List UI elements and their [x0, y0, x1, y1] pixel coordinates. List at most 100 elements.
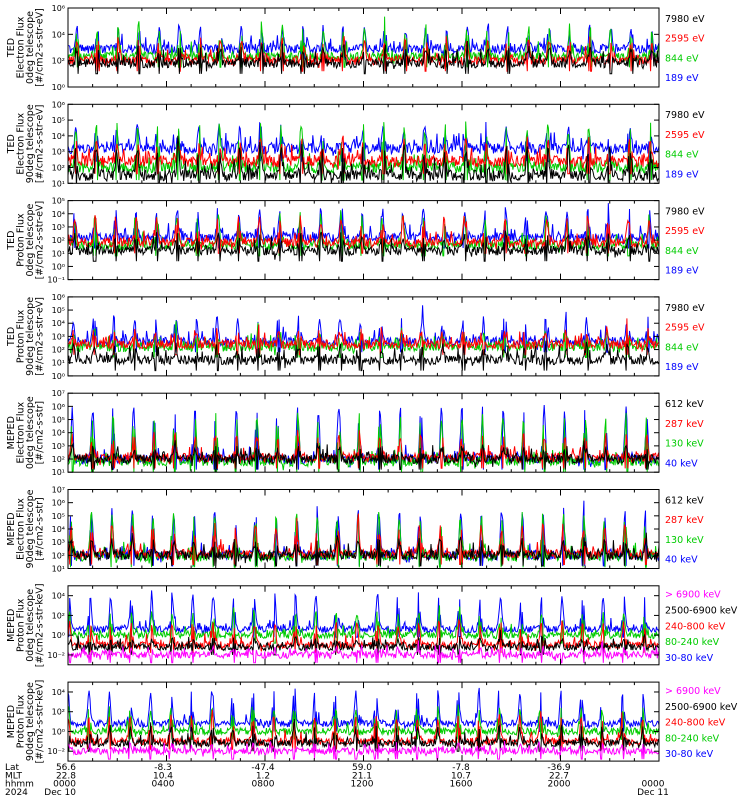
y-tick-label: 10⁶	[52, 4, 65, 13]
y-axis-label-line: TED	[6, 231, 17, 251]
series-line--6900-kev	[68, 740, 659, 760]
panel-3-data	[68, 203, 659, 262]
y-tick-label: 10³	[52, 223, 65, 232]
y-tick-label: 10⁴	[52, 30, 65, 39]
footer-value: 0000	[642, 780, 665, 790]
footer-value: -47.4	[251, 763, 275, 773]
chart-panel-5: 10¹ 10² 10³ 10⁴ 10⁵ 10⁶ 10⁷ MEPEDElectron Flux0…	[6, 389, 704, 477]
panel-4-data	[68, 305, 659, 372]
y-axis-label-line: [#/cm2-s-str]	[35, 497, 46, 560]
y-tick-label: 10⁶	[52, 499, 65, 508]
y-axis-label: MEPEDElectron Flux90deg telescope[#/cm2-…	[6, 489, 46, 568]
footer-value: 1600	[450, 780, 473, 790]
footer-value: 22.7	[549, 771, 569, 781]
footer-value: Dec 11	[637, 788, 669, 798]
y-tick-label: 10²	[52, 164, 65, 173]
legend-entry: 287 keV	[665, 419, 704, 430]
legend-entry: 287 keV	[665, 515, 704, 526]
footer-value: 59.0	[352, 763, 372, 773]
y-tick-label: 10⁴	[52, 319, 65, 328]
y-axis-label-line: [#/cm2-s-str-eV]	[35, 201, 46, 280]
y-tick-label: 10²	[52, 346, 65, 355]
y-tick-label: 10⁵	[52, 197, 65, 206]
legend-entry: 844 eV	[665, 53, 699, 64]
y-axis-label-line: Electron Flux	[16, 113, 27, 175]
y-axis-label: MEPEDProton Flux0deg telescope[#/cm2-s-s…	[6, 583, 46, 667]
legend-entry: 844 eV	[665, 342, 699, 353]
y-tick-label: 10⁰	[52, 262, 65, 271]
series-line-2500-6900-kev	[68, 629, 659, 656]
footer-value: 56.6	[56, 763, 76, 773]
y-axis-label-line: Proton Flux	[16, 695, 27, 749]
legend-entry: 2500-6900 keV	[665, 606, 738, 617]
series-line-844-ev	[68, 121, 659, 181]
legend-entry: 844 eV	[665, 246, 699, 257]
y-tick-label: 10²	[52, 551, 65, 560]
footer-value: -8.3	[154, 763, 172, 773]
legend-entry: 189 eV	[665, 169, 699, 180]
series-line-30-80-kev	[68, 590, 659, 638]
footer-value: 2000	[548, 780, 571, 790]
y-tick-label: 10³	[52, 442, 65, 451]
y-tick-label: 10⁵	[52, 512, 65, 521]
legend-entry: 7980 eV	[665, 303, 705, 314]
footer-row-label: Lat	[5, 763, 20, 773]
y-tick-label: 10⁰	[52, 727, 65, 736]
series-line-2595-ev	[68, 318, 659, 356]
y-axis-label-line: 90deg telescope	[25, 682, 36, 761]
chart-panel-6: 10¹ 10² 10³ 10⁴ 10⁵ 10⁶ 10⁷ MEPEDElectron Flux9…	[6, 486, 704, 574]
legend-entry: 7980 eV	[665, 206, 705, 217]
y-tick-label: 10⁵	[52, 306, 65, 315]
panel-2-data	[68, 121, 659, 184]
y-axis-label-line: 0deg telescope	[25, 589, 36, 662]
footer-value: 1.2	[256, 771, 270, 781]
y-tick-label: 10⁴	[52, 132, 65, 141]
y-tick-label: 10¹	[52, 359, 65, 368]
legend-entry: 40 keV	[665, 458, 698, 469]
y-tick-label: 10⁻¹	[47, 276, 65, 285]
legend-entry: 130 keV	[665, 535, 704, 546]
y-axis-label-line: MEPED	[6, 512, 17, 545]
y-tick-label: 10⁶	[52, 402, 65, 411]
y-axis-label-line: Proton Flux	[16, 213, 27, 267]
y-tick-label: 10²	[52, 611, 65, 620]
legend-entry: 2595 eV	[665, 130, 705, 141]
panel-8-data	[68, 687, 659, 760]
y-axis-label-line: [#/cm2-s-str-eV]	[35, 297, 46, 376]
panel-5-data	[68, 404, 659, 473]
legend-entry: 189 eV	[665, 266, 699, 277]
y-axis-label: MEPEDProton Flux90deg telescope[#/cm2-s-…	[6, 680, 46, 764]
y-axis-label-line: 0deg telescope	[25, 396, 36, 469]
series-line-7980-ev	[68, 230, 659, 262]
y-tick-label: 10⁷	[52, 486, 65, 495]
y-tick-label: 10⁰	[52, 83, 65, 92]
panel-6-data	[68, 500, 659, 568]
y-axis-label-line: 90deg telescope	[25, 297, 36, 376]
y-tick-label: 10²	[52, 455, 65, 464]
legend-entry: 612 keV	[665, 399, 704, 410]
y-axis-label-line: MEPED	[6, 609, 17, 642]
y-axis-label-line: MEPED	[6, 705, 17, 738]
legend-entry: 7980 eV	[665, 110, 705, 121]
y-axis-label-line: [#/cm2-s-str]	[35, 401, 46, 464]
footer-row-label: MLT	[5, 771, 23, 781]
orbit-footer: Lat 56.6 -8.3 -47.4 59.0 -7.8 -36.9 MLT 22.8 10.4…	[5, 763, 669, 798]
y-axis-label-line: [#/cm2-s-str-eV]	[35, 8, 46, 87]
footer-value: 21.1	[352, 771, 372, 781]
footer-value: -36.9	[547, 763, 571, 773]
legend-entry: > 6900 keV	[665, 686, 721, 697]
footer-value: 0000	[53, 780, 76, 790]
series-line-7980-ev	[68, 340, 659, 372]
y-axis-label: TEDElectron Flux0deg telescope[#/cm2-s-s…	[6, 8, 46, 87]
y-tick-label: 10²	[52, 236, 65, 245]
y-axis-label: TEDProton Flux90deg telescope[#/cm2-s-st…	[6, 297, 46, 376]
chart-panel-2: 10¹ 10² 10³ 10⁴ 10⁵ 10⁶ TEDElectron Flux90deg …	[6, 100, 705, 188]
y-tick-label: 10³	[52, 332, 65, 341]
y-tick-label: 10²	[52, 57, 65, 66]
y-axis-label-line: [#/cm2-s-str-keV]	[35, 583, 46, 667]
panel-7-data	[68, 590, 659, 664]
footer-value: Dec 10	[44, 788, 76, 798]
legend-entry: 2595 eV	[665, 34, 705, 45]
